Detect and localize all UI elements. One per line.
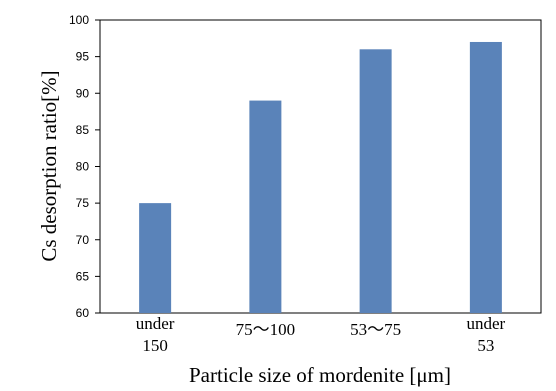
x-tick-label: under (467, 314, 506, 333)
y-tick-label: 60 (76, 306, 90, 320)
bar (139, 203, 172, 313)
y-tick-label: 100 (69, 13, 89, 27)
x-axis-tick-labels: under 150 75〜100 53〜75 under 53 (136, 314, 506, 355)
bar (359, 49, 392, 314)
bar (249, 100, 282, 313)
y-tick-label: 95 (76, 50, 90, 64)
y-axis-title: Cs desorption ratio[%] (37, 70, 61, 261)
x-tick-label: under (136, 314, 175, 333)
x-axis-title: Particle size of mordenite [μm] (189, 363, 451, 387)
bar (469, 41, 502, 313)
y-axis-ticks: 60 65 70 75 80 85 90 95 100 (69, 13, 100, 320)
x-tick-label: 53〜75 (350, 320, 401, 339)
y-tick-label: 90 (76, 86, 90, 100)
y-tick-label: 70 (76, 233, 90, 247)
x-tick-label: 150 (142, 336, 168, 355)
y-tick-label: 85 (76, 123, 90, 137)
x-tick-label: 75〜100 (236, 320, 296, 339)
x-tick-label: 53 (477, 336, 494, 355)
y-tick-label: 80 (76, 160, 90, 174)
y-tick-label: 65 (76, 269, 90, 283)
y-tick-label: 75 (76, 196, 90, 210)
bars (139, 41, 502, 314)
